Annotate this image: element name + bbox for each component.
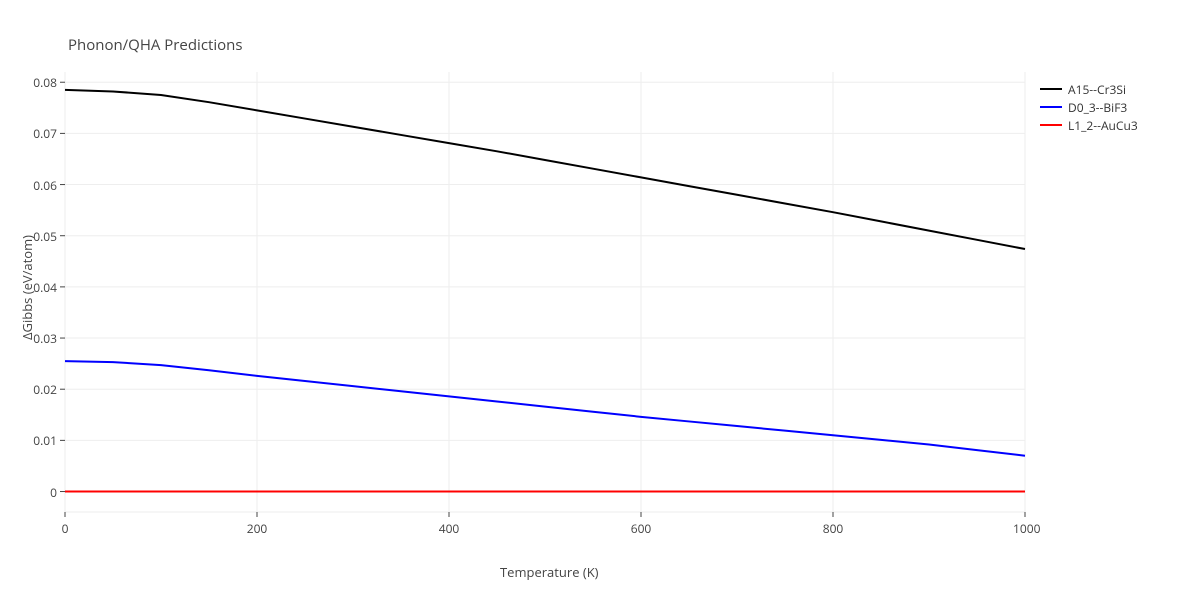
legend-item[interactable]: L1_2--AuCu3 (1040, 116, 1138, 134)
x-axis-label: Temperature (K) (500, 563, 599, 581)
x-tick-label: 0 (53, 520, 77, 537)
legend-item[interactable]: D0_3--BiF3 (1040, 98, 1138, 116)
x-tick-label: 800 (821, 520, 845, 537)
y-tick-label: 0.02 (17, 381, 57, 398)
legend-label: D0_3--BiF3 (1068, 99, 1127, 116)
legend-label: L1_2--AuCu3 (1068, 117, 1138, 134)
legend-item[interactable]: A15--Cr3Si (1040, 80, 1138, 98)
chart-plot (0, 0, 1200, 600)
y-tick-label: 0.03 (17, 330, 57, 347)
y-tick-label: 0.04 (17, 279, 57, 296)
x-tick-label: 1000 (1013, 520, 1037, 537)
legend-label: A15--Cr3Si (1068, 81, 1126, 98)
y-tick-label: 0.05 (17, 228, 57, 245)
legend-swatch (1040, 106, 1062, 108)
legend-swatch (1040, 88, 1062, 90)
legend-swatch (1040, 124, 1062, 126)
legend: A15--Cr3SiD0_3--BiF3L1_2--AuCu3 (1040, 80, 1138, 134)
x-tick-label: 200 (245, 520, 269, 537)
y-tick-label: 0 (17, 484, 57, 501)
x-tick-label: 400 (437, 520, 461, 537)
x-tick-label: 600 (629, 520, 653, 537)
series-line (65, 90, 1025, 249)
series-line (65, 361, 1025, 456)
chart-title: Phonon/QHA Predictions (68, 35, 243, 55)
y-tick-label: 0.01 (17, 432, 57, 449)
y-tick-label: 0.08 (17, 74, 57, 91)
y-tick-label: 0.07 (17, 125, 57, 142)
chart-container: Phonon/QHA Predictions ΔGibbs (eV/atom) … (0, 0, 1200, 600)
y-tick-label: 0.06 (17, 177, 57, 194)
